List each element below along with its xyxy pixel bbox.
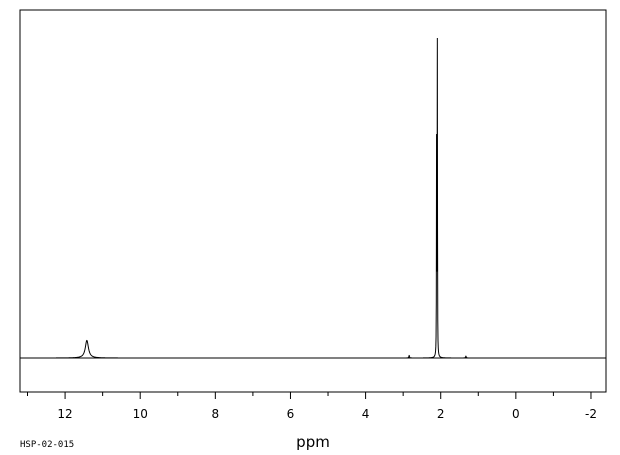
plot-frame bbox=[19, 9, 607, 393]
x-tick-label: 0 bbox=[512, 407, 520, 421]
x-tick-label: 6 bbox=[287, 407, 295, 421]
spectrum-line bbox=[20, 37, 606, 359]
x-tick-label: 2 bbox=[437, 407, 445, 421]
sample-id-label: HSP-02-015 bbox=[20, 440, 74, 450]
x-tick-label: 8 bbox=[212, 407, 220, 421]
x-tick-label: 12 bbox=[57, 407, 72, 421]
x-tick-label: 4 bbox=[362, 407, 370, 421]
x-axis-tick-labels: 12 10 8 6 4 2 0 -2 bbox=[57, 407, 597, 421]
x-tick-label: -2 bbox=[585, 407, 597, 421]
x-axis-ticks bbox=[27, 392, 592, 399]
x-tick-label: 10 bbox=[133, 407, 148, 421]
x-axis-label: ppm bbox=[296, 433, 330, 451]
